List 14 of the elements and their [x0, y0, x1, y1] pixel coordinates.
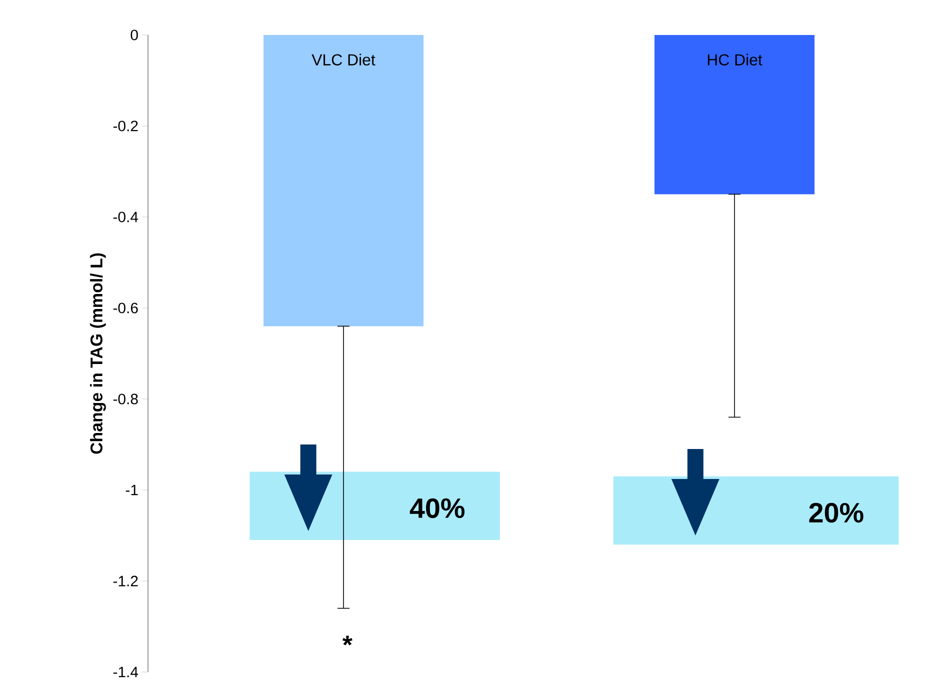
annotation: 40% [410, 498, 465, 518]
x-tick-label: VLC Diet [312, 54, 376, 66]
annotation: 20% [809, 502, 864, 523]
y-tick-label: -1.4 [113, 666, 138, 678]
y-tick-label: 0 [130, 30, 138, 40]
y-axis-title: Change in TAG (mmol/ L) [90, 253, 106, 454]
y-tick-label: -0.4 [113, 212, 138, 222]
y-tick-label: -1.2 [113, 576, 138, 586]
annotation: * [342, 636, 352, 646]
x-tick-label: HC Diet [708, 54, 762, 66]
y-tick-label: -0.8 [113, 394, 138, 404]
y-tick-label: -1 [126, 484, 138, 496]
y-tick-label: -0.2 [113, 120, 138, 132]
y-tick-label: -0.6 [113, 302, 138, 314]
